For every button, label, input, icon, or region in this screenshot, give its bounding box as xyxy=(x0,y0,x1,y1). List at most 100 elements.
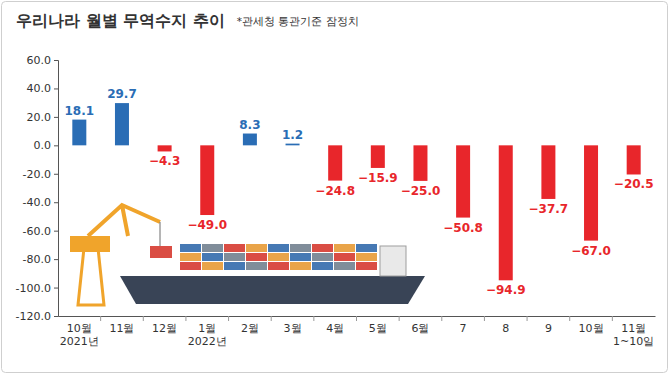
x-tick-label: 8 xyxy=(502,322,509,335)
x-tick: 11월1~10일 xyxy=(613,316,654,348)
y-tick: -40.0 xyxy=(23,196,58,209)
ship-bridge xyxy=(380,246,406,276)
bar xyxy=(541,145,555,199)
data-labels: 18.129.7−4.3−49.08.31.2−24.8−15.9−25.0−5… xyxy=(65,87,654,297)
y-tick-label: 20.0 xyxy=(27,111,52,124)
y-tick-label: 0.0 xyxy=(34,139,52,152)
container xyxy=(356,253,377,261)
x-tick: 6월 xyxy=(411,316,429,335)
y-tick: -20.0 xyxy=(23,168,58,181)
x-tick: 2월 xyxy=(241,316,259,335)
container xyxy=(312,253,333,261)
y-axis-line xyxy=(54,61,59,317)
container xyxy=(180,253,201,261)
frame xyxy=(2,2,668,373)
x-tick-label: 6월 xyxy=(411,322,429,335)
y-tick-mark xyxy=(54,145,58,146)
y-tick-label: 60.0 xyxy=(27,54,52,67)
x-tick: 12월 xyxy=(152,316,177,335)
container xyxy=(268,244,289,252)
container xyxy=(180,244,201,252)
category-separator xyxy=(143,316,144,321)
ship xyxy=(120,276,425,304)
container xyxy=(290,262,311,270)
bar xyxy=(499,145,513,280)
x-tick-label: 11월1~10일 xyxy=(613,322,654,348)
y-tick-mark xyxy=(54,117,58,118)
category-separator xyxy=(228,316,229,321)
container xyxy=(290,244,311,252)
category-separator xyxy=(527,316,528,321)
data-label: 18.1 xyxy=(65,104,95,118)
x-tick-label: 10월 xyxy=(579,322,604,335)
container xyxy=(356,262,377,270)
illustration xyxy=(70,205,425,305)
bar xyxy=(286,144,300,146)
container xyxy=(290,253,311,261)
crane xyxy=(150,246,172,258)
container xyxy=(202,244,223,252)
container xyxy=(268,253,289,261)
y-axis: 60.040.020.00.0-20.0-40.0-60.0-80.0-100.… xyxy=(16,54,59,323)
container xyxy=(356,244,377,252)
data-label: −50.8 xyxy=(443,221,483,235)
y-tick-mark xyxy=(54,88,58,89)
data-label: 1.2 xyxy=(282,128,303,142)
data-label: 8.3 xyxy=(239,118,260,132)
y-tick: 0.0 xyxy=(34,139,59,152)
category-separator xyxy=(271,316,272,321)
y-tick-mark xyxy=(54,60,58,61)
y-tick-label: -40.0 xyxy=(23,196,51,209)
x-tick: 10월 xyxy=(579,316,604,335)
x-tick-label: 7 xyxy=(460,322,467,335)
subtitle: *관세청 통관기준 잠정치 xyxy=(237,15,359,27)
title: 우리나라 월별 무역수지 추이 xyxy=(16,11,225,30)
x-tick-label: 4월 xyxy=(326,322,344,335)
y-tick-label: -80.0 xyxy=(23,253,51,266)
x-tick-label: 3월 xyxy=(284,322,302,335)
x-axis: 10월2021년11월12월1월2022년2월3월4월5월6월78910월11월… xyxy=(59,316,656,348)
y-tick-mark xyxy=(54,316,58,317)
bar xyxy=(456,145,470,217)
category-separator xyxy=(484,316,485,321)
y-tick: 20.0 xyxy=(27,111,59,124)
container xyxy=(224,244,245,252)
container xyxy=(312,244,333,252)
data-label: −15.9 xyxy=(358,171,398,185)
y-tick-mark xyxy=(54,288,58,289)
x-tick-label: 11월 xyxy=(109,322,134,335)
y-tick-mark xyxy=(54,231,58,232)
data-label: −20.5 xyxy=(614,177,654,191)
container xyxy=(334,244,355,252)
container xyxy=(268,262,289,270)
data-label: −25.0 xyxy=(401,184,441,198)
y-tick-label: -120.0 xyxy=(16,310,51,323)
bar xyxy=(72,120,86,146)
data-label: −37.7 xyxy=(529,202,569,216)
x-tick: 11월 xyxy=(109,316,134,335)
y-tick-label: -20.0 xyxy=(23,168,51,181)
y-tick-mark xyxy=(54,259,58,260)
container xyxy=(180,262,201,270)
x-tick: 4월 xyxy=(326,316,344,335)
data-label: −49.0 xyxy=(187,218,227,232)
crane xyxy=(88,205,160,236)
bar xyxy=(158,145,172,151)
x-tick: 1월2022년 xyxy=(188,316,227,348)
container xyxy=(224,262,245,270)
container xyxy=(334,253,355,261)
y-tick: -100.0 xyxy=(16,282,58,295)
x-tick: 10월2021년 xyxy=(60,316,99,348)
data-label: −67.0 xyxy=(571,244,611,258)
container xyxy=(246,262,267,270)
bar xyxy=(584,145,598,240)
y-tick-label: 40.0 xyxy=(27,82,52,95)
bar xyxy=(115,103,129,145)
container xyxy=(246,244,267,252)
data-label: −24.8 xyxy=(315,184,355,198)
x-tick: 9 xyxy=(545,316,552,335)
x-tick: 7 xyxy=(460,316,467,335)
y-tick: 60.0 xyxy=(27,54,59,67)
y-tick: -80.0 xyxy=(23,253,58,266)
y-tick: 40.0 xyxy=(27,82,59,95)
